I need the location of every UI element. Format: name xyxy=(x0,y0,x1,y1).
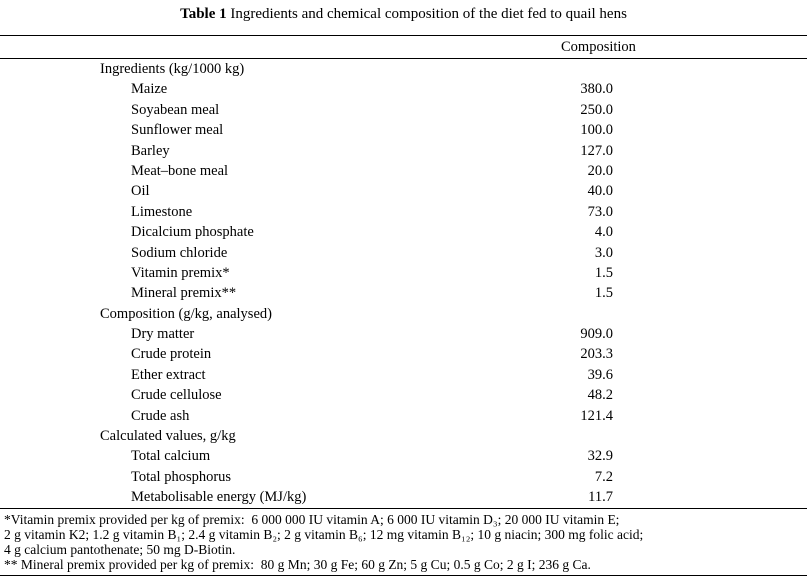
row-label: Crude protein xyxy=(131,346,212,363)
row-value: 32.9 xyxy=(587,448,613,465)
row-value: 100.0 xyxy=(580,122,613,139)
row-label: Ether extract xyxy=(131,366,206,383)
table-row: Ether extract 39.6 xyxy=(0,365,807,385)
footnote-vitamin-line-3: 4 g calcium pantothenate; 50 mg D-Biotin… xyxy=(4,542,236,558)
section-header-row: Calculated values, g/kg xyxy=(0,426,807,446)
row-value: 121.4 xyxy=(580,407,613,424)
footnotes: *Vitamin premix provided per kg of premi… xyxy=(0,509,807,576)
table-row: Soyabean meal 250.0 xyxy=(0,100,807,120)
row-value xyxy=(540,59,660,79)
row-label: Meat–bone meal xyxy=(131,162,229,179)
row-label: Metabolisable energy (MJ/kg) xyxy=(131,489,307,506)
table-row: Mineral premix** 1.5 xyxy=(0,283,807,303)
row-label: Total phosphorus xyxy=(131,468,232,485)
table-body: Ingredients (kg/1000 kg) Maize 380.0 Soyabe… xyxy=(0,59,807,508)
row-label: Crude cellulose xyxy=(131,387,222,404)
table-header-row: Composition xyxy=(0,36,807,59)
row-value: 203.3 xyxy=(580,346,613,363)
row-label: Dicalcium phosphate xyxy=(131,224,254,241)
row-value xyxy=(540,426,660,446)
row-label: Mineral premix** xyxy=(131,285,237,302)
table-caption-label: Table 1 xyxy=(180,6,227,22)
row-label: Dry matter xyxy=(131,326,195,343)
footnote-vitamin-line-1: *Vitamin premix provided per kg of premi… xyxy=(4,511,620,527)
row-label: Sodium chloride xyxy=(131,244,228,261)
table-row: Crude protein 203.3 xyxy=(0,344,807,364)
table-row: Maize 380.0 xyxy=(0,79,807,99)
row-value: 7.2 xyxy=(594,468,613,485)
table-row: Oil 40.0 xyxy=(0,181,807,201)
table-row: Crude cellulose 48.2 xyxy=(0,385,807,405)
row-value: 11.7 xyxy=(588,489,613,506)
row-label: Total calcium xyxy=(131,448,211,465)
section-header-row: Composition (g/kg, analysed) xyxy=(0,304,807,324)
table-row: Meat–bone meal 20.0 xyxy=(0,161,807,181)
row-value: 1.5 xyxy=(594,264,613,281)
table-row: Total calcium 32.9 xyxy=(0,446,807,466)
table-row: Dry matter 909.0 xyxy=(0,324,807,344)
data-table: Composition Ingredients (kg/1000 kg) Maiz… xyxy=(0,35,807,509)
row-value: 127.0 xyxy=(580,142,613,159)
row-value: 1.5 xyxy=(594,285,613,302)
row-value: 20.0 xyxy=(587,162,613,179)
row-value: 73.0 xyxy=(587,203,613,220)
row-value xyxy=(540,304,660,324)
row-label: Barley xyxy=(131,142,170,159)
row-value: 380.0 xyxy=(580,81,613,98)
row-value: 39.6 xyxy=(587,366,613,383)
row-label: Crude ash xyxy=(131,407,190,424)
row-value: 40.0 xyxy=(587,183,613,200)
row-label: Calculated values, g/kg xyxy=(100,428,236,445)
row-value: 3.0 xyxy=(594,244,613,261)
table-row: Sodium chloride 3.0 xyxy=(0,243,807,263)
row-label: Ingredients (kg/1000 kg) xyxy=(100,61,245,77)
row-label: Oil xyxy=(131,183,150,200)
table-row: Crude ash 121.4 xyxy=(0,406,807,426)
table-row: Sunflower meal 100.0 xyxy=(0,120,807,140)
row-label: Maize xyxy=(131,81,168,98)
row-label: Sunflower meal xyxy=(131,122,224,139)
table-row: Total phosphorus 7.2 xyxy=(0,467,807,487)
table-row: Metabolisable energy (MJ/kg) 11.7 xyxy=(0,487,807,507)
row-value: 48.2 xyxy=(587,387,613,404)
table-row: Vitamin premix* 1.5 xyxy=(0,263,807,283)
row-value: 4.0 xyxy=(594,224,613,241)
footnote-vitamin-line-2: 2 g vitamin K2; 1.2 g vitamin B₁; 2.4 g … xyxy=(4,526,644,542)
row-label: Vitamin premix* xyxy=(131,264,230,281)
table-row: Limestone 73.0 xyxy=(0,202,807,222)
table-caption-text: Ingredients and chemical composition of … xyxy=(226,6,627,22)
row-value: 250.0 xyxy=(580,101,613,118)
row-label: Limestone xyxy=(131,203,193,220)
footnote-mineral-line: ** Mineral premix provided per kg of pre… xyxy=(4,557,591,573)
table-row: Dicalcium phosphate 4.0 xyxy=(0,222,807,242)
row-label: Soyabean meal xyxy=(131,101,220,118)
table-caption: Table 1 Ingredients and chemical composi… xyxy=(0,5,807,24)
table-row: Barley 127.0 xyxy=(0,141,807,161)
composition-column-header: Composition xyxy=(561,38,636,55)
row-value: 909.0 xyxy=(580,326,613,343)
row-label: Composition (g/kg, analysed) xyxy=(100,305,272,322)
section-header-row: Ingredients (kg/1000 kg) xyxy=(0,59,807,79)
